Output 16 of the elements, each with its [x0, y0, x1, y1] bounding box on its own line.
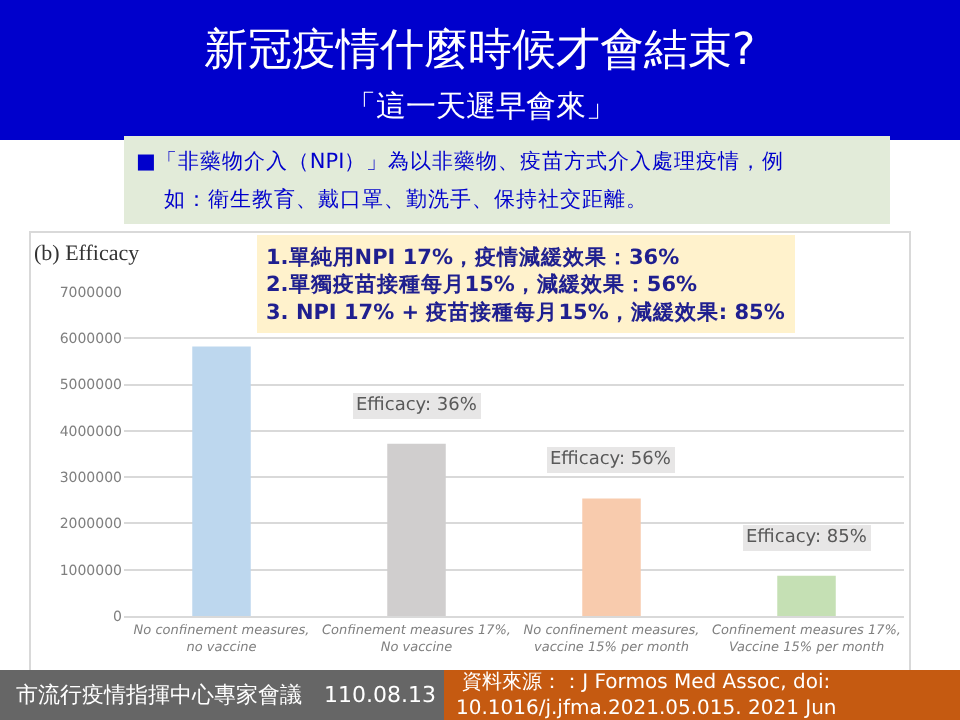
annotation: Efficacy: 36% — [356, 396, 478, 416]
text: 如：衛生教育、戴口罩、勤洗手、保持社交距離。 — [164, 186, 648, 212]
text: 市流行疫情指揮中心專家會議 110.08.13 — [16, 682, 436, 708]
text: ■「非藥物介入（NPI）」為以非藥物、疫苗方式介入處理疫情，例 — [136, 148, 785, 174]
bar — [582, 498, 641, 616]
text: (b) Efficacy — [34, 242, 141, 266]
chart-subtitle: 「這一天遲早會來」 — [346, 88, 616, 124]
chart-title: 新冠疫情什麼時候才會結束? — [204, 26, 756, 76]
bar — [777, 575, 836, 616]
bar — [192, 346, 251, 616]
annotation: Efficacy: 85% — [746, 528, 868, 548]
annotation: 2.單獨疫苗接種每月15%，減緩效果：56% — [266, 271, 699, 298]
annotation: 3. NPI 17% + 疫苗接種每月15%，減緩效果: 85% — [266, 298, 786, 325]
text: 1.單純用NPI 17%，疫情減緩效果：36% — [266, 244, 681, 270]
annotation: Efficacy: 56% — [550, 450, 672, 470]
source-note: 資料來源：：J Formos Med Assoc, doi: 10.1016/j.jfma.2021.05.015. 2021 Jun — [456, 670, 837, 720]
